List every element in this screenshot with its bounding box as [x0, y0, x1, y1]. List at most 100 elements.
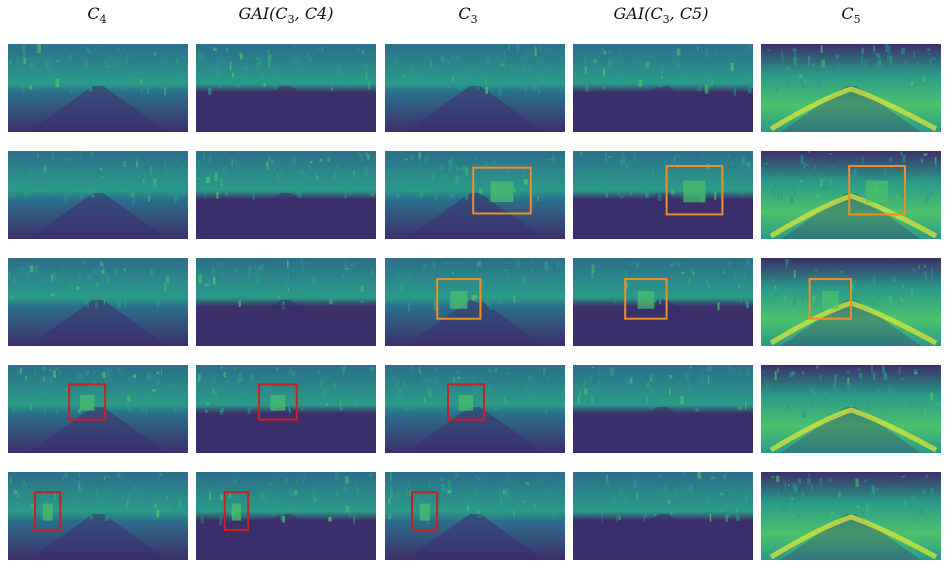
road-region	[405, 193, 545, 239]
road-region	[593, 514, 733, 560]
feature-map-r5-c3	[385, 472, 565, 560]
feature-map-r2-c3	[385, 151, 565, 239]
detected-object	[637, 291, 655, 309]
road-region	[216, 300, 356, 346]
col-header-gai-c3-c4: GAI(C3, C4)	[238, 4, 334, 27]
feature-texture	[767, 44, 936, 93]
feature-texture	[198, 44, 371, 95]
orange-highlight-box	[848, 165, 906, 216]
feature-texture	[8, 260, 182, 309]
col-header-gai-c3-c5-args: , C5)	[669, 4, 709, 23]
feature-map-r3-c2	[196, 258, 376, 346]
feature-map-r4-c2	[196, 365, 376, 453]
road-region	[216, 86, 356, 132]
activation-streak	[769, 407, 938, 453]
red-highlight-box	[223, 491, 250, 531]
feature-map-r4-c5	[761, 365, 941, 453]
road-region	[781, 300, 921, 346]
road-region	[593, 407, 733, 453]
road-region	[28, 300, 168, 346]
red-highlight-box	[68, 383, 107, 421]
activation-streak	[769, 514, 938, 560]
feature-map-r5-c2	[196, 472, 376, 560]
feature-map-r5-c4	[573, 472, 753, 560]
feature-map-r1-c1	[8, 44, 188, 132]
detected-object	[490, 181, 514, 202]
feature-texture	[573, 44, 752, 96]
road-region	[405, 407, 545, 453]
detected-object	[683, 180, 706, 203]
col-header-gai-c3-c5: GAI(C3, C5)	[613, 4, 709, 27]
road-region	[781, 514, 921, 560]
feature-map-r3-c1	[8, 258, 188, 346]
road-region	[781, 193, 921, 239]
detected-object	[865, 180, 889, 203]
feature-map-r2-c2	[196, 151, 376, 239]
feature-map-r4-c4	[573, 365, 753, 453]
road-region	[28, 514, 168, 560]
feature-texture	[763, 365, 940, 418]
orange-highlight-box	[624, 278, 668, 320]
col-header-c4: C4	[87, 4, 107, 27]
feature-texture	[583, 472, 749, 524]
detected-object	[270, 394, 286, 411]
red-highlight-box	[34, 491, 62, 531]
feature-map-r2-c1	[8, 151, 188, 239]
feature-map-r1-c3	[385, 44, 565, 132]
feature-texture	[8, 44, 180, 96]
feature-map-r1-c5	[761, 44, 941, 132]
feature-map-r3-c4	[573, 258, 753, 346]
red-highlight-box	[447, 383, 485, 421]
feature-texture	[763, 151, 938, 204]
activation-streak	[769, 193, 938, 239]
detected-object	[231, 503, 242, 521]
road-region	[593, 193, 733, 239]
feature-map-r5-c1	[8, 472, 188, 560]
detected-object	[450, 291, 468, 309]
feature-map-r1-c2	[196, 44, 376, 132]
detected-object	[822, 291, 839, 309]
feature-map-r4-c1	[8, 365, 188, 453]
feature-texture	[12, 366, 177, 415]
road-region	[216, 407, 356, 453]
col-header-c5: C5	[841, 4, 861, 27]
feature-map-r4-c3	[385, 365, 565, 453]
orange-highlight-box	[808, 278, 852, 320]
feature-map-r1-c4	[573, 44, 753, 132]
road-region	[593, 86, 733, 132]
road-region	[28, 407, 168, 453]
feature-texture	[197, 152, 374, 200]
feature-texture	[389, 258, 559, 312]
detected-object	[80, 394, 95, 411]
feature-texture	[578, 365, 750, 412]
road-region	[28, 193, 168, 239]
orange-highlight-box	[436, 278, 482, 320]
feature-texture	[395, 44, 565, 96]
detected-object	[42, 503, 53, 521]
activation-streak	[769, 86, 938, 132]
feature-map-r2-c4	[573, 151, 753, 239]
road-region	[593, 300, 733, 346]
red-highlight-box	[411, 491, 439, 531]
road-region	[216, 514, 356, 560]
road-region	[405, 86, 545, 132]
feature-texture	[198, 258, 374, 310]
col-header-c3: C3	[458, 4, 478, 27]
road-region	[216, 193, 356, 239]
red-highlight-box	[258, 383, 298, 421]
feature-map-r3-c3	[385, 258, 565, 346]
road-region	[781, 86, 921, 132]
orange-highlight-box	[472, 166, 532, 215]
col-header-gai-c3-c4-args: , C4)	[294, 4, 334, 23]
road-region	[405, 300, 545, 346]
feature-map-r2-c5	[761, 151, 941, 239]
feature-texture	[578, 258, 750, 311]
orange-highlight-box	[665, 165, 724, 216]
feature-map-r3-c5	[761, 258, 941, 346]
feature-map-r5-c5	[761, 472, 941, 560]
road-region	[28, 86, 168, 132]
feature-texture	[394, 365, 565, 415]
detected-object	[458, 394, 474, 411]
feature-texture	[761, 472, 934, 523]
road-region	[405, 514, 545, 560]
